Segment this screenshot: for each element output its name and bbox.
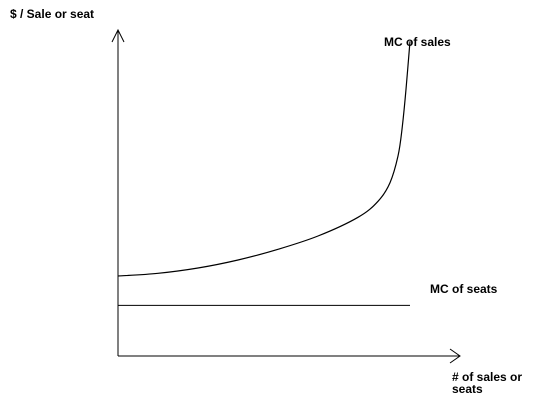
x-axis-arrowhead <box>449 348 461 364</box>
x-axis-label-line-2: seats <box>452 382 483 396</box>
axes <box>111 28 461 364</box>
x-axis-label-line-1: # of sales or <box>452 370 522 384</box>
series-label-mc-of-sales: MC of sales <box>384 35 451 49</box>
series-line-mc-of-sales <box>117 41 411 277</box>
y-axis-arrowhead <box>111 28 125 43</box>
y-axis-label: $ / Sale or seat <box>10 7 94 21</box>
series-label-mc-of-seats: MC of seats <box>430 282 498 296</box>
